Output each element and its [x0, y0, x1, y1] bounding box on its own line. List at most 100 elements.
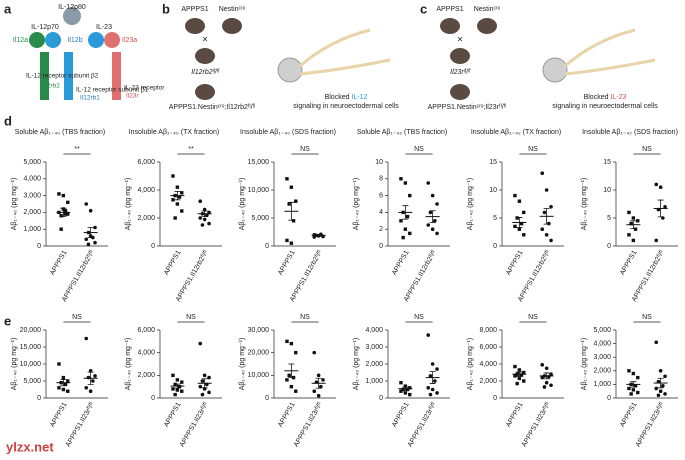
x-tick-label: APPPS1	[49, 249, 69, 276]
significance-label: NS	[528, 146, 538, 153]
data-point	[291, 219, 296, 223]
y-tick-label: 2,000	[137, 372, 155, 379]
y-tick-label: 15,000	[248, 159, 270, 166]
x-tick-label: APPPS1.Il23rᶠˡ/ᶠˡ	[65, 401, 96, 448]
data-point	[519, 221, 524, 226]
data-point	[654, 182, 659, 187]
data-point	[289, 341, 294, 346]
data-point	[403, 384, 408, 388]
data-point	[61, 375, 66, 380]
x-tick-label: APPPS1.Il12rb2ᶠˡ/ᶠˡ	[403, 249, 438, 303]
data-point	[177, 384, 182, 389]
data-point	[654, 386, 659, 391]
y-tick-label: 2,000	[23, 209, 41, 216]
label: Il12b	[67, 37, 82, 44]
y-tick-label: 20,000	[248, 350, 270, 357]
data-point	[57, 362, 61, 366]
y-tick-label: 15	[603, 159, 611, 166]
data-point	[544, 366, 549, 371]
watermark: ylzx.net	[6, 439, 54, 454]
label: Blocked	[325, 94, 350, 101]
data-point	[428, 374, 433, 378]
significance-label: **	[74, 146, 80, 153]
data-point	[433, 219, 437, 223]
data-point	[631, 388, 636, 392]
y-tick-label: 15	[489, 159, 497, 166]
chart-title: Insoluble Aβ₁₋₄₂ (TX fraction)	[471, 129, 561, 136]
significance-label: NS	[528, 314, 538, 321]
y-tick-label: 0	[607, 243, 611, 250]
label: Nestinᶜʳᵉ	[474, 6, 501, 13]
label: APPPS1.Nestinᶜʳᵉ;Il23rᶠˡ/ᶠˡ	[428, 104, 507, 111]
y-tick-label: 4,000	[137, 187, 155, 194]
significance-label: NS	[300, 314, 310, 321]
y-tick-label: 0	[379, 395, 383, 402]
data-point	[285, 378, 289, 382]
data-point	[408, 392, 412, 397]
data-point	[84, 237, 89, 242]
y-tick-label: 8,000	[479, 327, 497, 334]
data-point	[294, 389, 298, 393]
data-point	[88, 389, 93, 394]
label: ×	[457, 35, 463, 46]
data-point	[549, 372, 553, 377]
x-tick-label: APPPS1.Il23rᶠˡ/ᶠˡ	[407, 401, 438, 448]
data-point	[405, 387, 410, 392]
data-point	[658, 369, 663, 373]
data-point	[540, 375, 545, 380]
x-tick-label: APPPS1	[505, 249, 525, 276]
panel-label: e	[4, 313, 11, 328]
data-point	[435, 367, 439, 371]
data-point	[93, 240, 97, 245]
y-tick-label: 5	[493, 215, 497, 222]
y-axis-label: Aβ₁₋₄₀ (pg mg⁻¹)	[125, 178, 132, 231]
y-tick-label: 5,000	[23, 378, 41, 385]
label: IL-23	[96, 24, 112, 31]
chart-title: Soluble Aβ₁₋₄₀ (TBS fraction)	[15, 129, 106, 136]
data-point	[549, 238, 553, 243]
data-point	[547, 221, 551, 226]
label: IL-23 receptor	[124, 85, 165, 92]
data-point	[627, 369, 631, 373]
x-tick-label: APPPS1	[619, 401, 639, 428]
error-bar	[429, 371, 436, 384]
x-tick-label: APPPS1.Il12rb2ᶠˡ/ᶠˡ	[289, 249, 324, 303]
data-point	[519, 373, 524, 377]
cell-icon	[277, 57, 303, 83]
y-tick-label: 5,000	[251, 215, 269, 222]
x-tick-label: APPPS1	[163, 249, 183, 276]
data-point	[399, 381, 403, 385]
y-tick-label: 2,000	[137, 215, 155, 222]
significance-label: NS	[642, 146, 652, 153]
label: Il12a	[13, 37, 28, 44]
significance-label: NS	[642, 314, 652, 321]
icon	[88, 32, 104, 48]
y-tick-label: 1,000	[593, 381, 611, 388]
data-point	[513, 374, 517, 378]
data-point	[627, 386, 631, 391]
data-point	[61, 387, 66, 392]
x-tick-label: APPPS1.Il12rb2ᶠˡ/ᶠˡ	[517, 249, 552, 303]
label: Il12rb1	[80, 95, 100, 102]
significance-label: NS	[414, 146, 424, 153]
y-tick-label: 6	[379, 192, 383, 199]
data-point	[517, 368, 522, 372]
x-tick-label: APPPS1.Il12rb2ᶠˡ/ᶠˡ	[631, 249, 666, 303]
data-point	[198, 199, 203, 203]
data-point	[207, 390, 211, 395]
data-point	[198, 341, 203, 346]
data-point	[631, 238, 636, 243]
data-point	[636, 219, 640, 223]
data-point	[430, 387, 435, 392]
data-point	[294, 350, 298, 355]
y-axis-label: Aβ₁₋₄₀ (pg mg⁻¹)	[239, 338, 246, 391]
icon	[45, 32, 61, 48]
data-point	[61, 193, 66, 198]
y-axis-label: Aβ₁₋₄₂ (pg mg⁻¹)	[467, 338, 474, 390]
y-tick-label: 0	[493, 395, 497, 402]
data-point	[654, 340, 659, 345]
data-point	[627, 233, 631, 237]
data-point	[319, 384, 323, 389]
x-tick-label: APPPS1.Il12rb2ᶠˡ/ᶠˡ	[175, 249, 210, 303]
data-point	[316, 373, 321, 378]
